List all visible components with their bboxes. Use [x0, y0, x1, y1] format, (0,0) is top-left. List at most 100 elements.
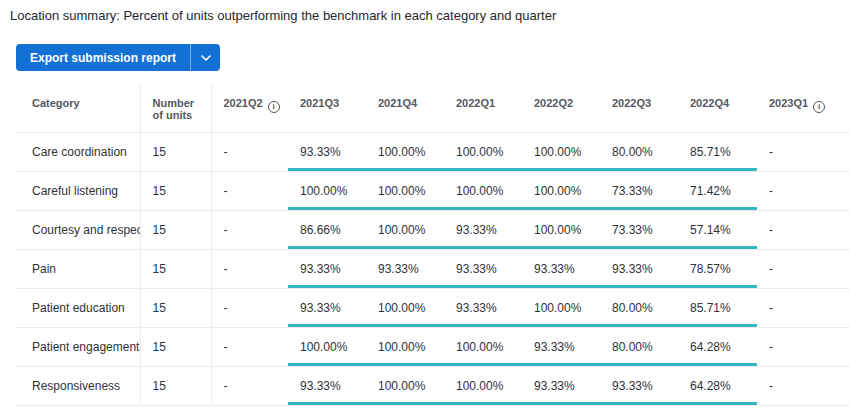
table-row: Patient engagement15-100.00%100.00%100.0…: [16, 327, 849, 366]
value-cell: 100.00%: [444, 132, 522, 171]
column-header-label: 2021Q3: [300, 97, 339, 109]
units-cell: 15: [140, 327, 211, 366]
column-header-2022q3: 2022Q3: [600, 85, 678, 132]
page-title: Location summary: Percent of units outpe…: [10, 8, 849, 23]
table-row: Pain15-93.33%93.33%93.33%93.33%93.33%78.…: [16, 249, 849, 288]
value-cell: 100.00%: [522, 171, 600, 210]
table-row: Courtesy and respect15-86.66%100.00%93.3…: [16, 210, 849, 249]
column-header-2021q3: 2021Q3: [288, 85, 366, 132]
value-cell: 57.14%: [678, 210, 757, 249]
table-header: Category Number of units 2021Q2 i 2021Q3 2021…: [16, 85, 849, 132]
value-cell: 73.33%: [600, 171, 678, 210]
column-header-label: 2022Q2: [534, 97, 573, 109]
category-cell: Care coordination: [16, 132, 140, 171]
value-cell: -: [757, 171, 849, 210]
column-header-label: Category: [32, 97, 80, 109]
value-cell: 80.00%: [600, 327, 678, 366]
value-cell: 80.00%: [600, 288, 678, 327]
column-header-label: Number of units: [153, 97, 195, 121]
value-cell: 93.33%: [366, 249, 444, 288]
export-split-button: Export submission report: [16, 44, 220, 71]
table-row: Care coordination15-93.33%100.00%100.00%…: [16, 132, 849, 171]
value-cell: 78.57%: [678, 249, 757, 288]
units-cell: 15: [140, 171, 211, 210]
category-cell: Careful listening: [16, 171, 140, 210]
export-submission-report-button[interactable]: Export submission report: [16, 44, 190, 71]
column-header-2023q1: 2023Q1 i: [757, 85, 849, 132]
value-cell: -: [211, 210, 288, 249]
value-cell: 93.33%: [444, 288, 522, 327]
value-cell: -: [757, 327, 849, 366]
value-cell: -: [757, 132, 849, 171]
column-header-label: 2022Q3: [612, 97, 651, 109]
value-cell: 85.71%: [678, 132, 757, 171]
units-cell: 15: [140, 288, 211, 327]
info-icon[interactable]: i: [813, 101, 825, 113]
value-cell: 100.00%: [366, 210, 444, 249]
value-cell: 85.71%: [678, 288, 757, 327]
value-cell: -: [211, 249, 288, 288]
value-cell: 93.33%: [288, 132, 366, 171]
category-cell: Patient engagement: [16, 327, 140, 366]
table-row: Patient education15-93.33%100.00%93.33%1…: [16, 288, 849, 327]
category-cell: Pain: [16, 249, 140, 288]
value-cell: 100.00%: [366, 288, 444, 327]
table-row: Responsiveness15-93.33%100.00%100.00%93.…: [16, 366, 849, 405]
units-cell: 15: [140, 132, 211, 171]
value-cell: 93.33%: [444, 249, 522, 288]
chevron-down-icon: [201, 55, 211, 61]
location-summary-page: Location summary: Percent of units outpe…: [0, 8, 849, 406]
column-header-2022q4: 2022Q4: [678, 85, 757, 132]
value-cell: 64.28%: [678, 327, 757, 366]
value-cell: -: [211, 327, 288, 366]
value-cell: 93.33%: [288, 366, 366, 405]
units-cell: 15: [140, 210, 211, 249]
value-cell: 100.00%: [366, 366, 444, 405]
column-header-number-of-units: Number of units: [140, 85, 211, 132]
value-cell: 80.00%: [600, 132, 678, 171]
category-cell: Patient education: [16, 288, 140, 327]
value-cell: 93.33%: [288, 249, 366, 288]
value-cell: 73.33%: [600, 210, 678, 249]
table-body: Care coordination15-93.33%100.00%100.00%…: [16, 132, 849, 405]
value-cell: -: [757, 210, 849, 249]
table-row: Careful listening15-100.00%100.00%100.00…: [16, 171, 849, 210]
value-cell: 86.66%: [288, 210, 366, 249]
value-cell: 100.00%: [522, 288, 600, 327]
value-cell: 100.00%: [288, 171, 366, 210]
units-cell: 15: [140, 249, 211, 288]
value-cell: -: [757, 249, 849, 288]
column-header-label: 2021Q2: [224, 97, 263, 109]
header-row: Category Number of units 2021Q2 i 2021Q3 2021…: [16, 85, 849, 132]
category-cell: Courtesy and respect: [16, 210, 140, 249]
value-cell: 93.33%: [522, 249, 600, 288]
value-cell: 100.00%: [366, 327, 444, 366]
units-cell: 15: [140, 366, 211, 405]
value-cell: 93.33%: [522, 327, 600, 366]
value-cell: 71.42%: [678, 171, 757, 210]
value-cell: 100.00%: [522, 132, 600, 171]
value-cell: -: [757, 288, 849, 327]
value-cell: 93.33%: [444, 210, 522, 249]
value-cell: 100.00%: [288, 327, 366, 366]
value-cell: 93.33%: [600, 249, 678, 288]
value-cell: 93.33%: [600, 366, 678, 405]
value-cell: 100.00%: [366, 132, 444, 171]
value-cell: 93.33%: [522, 366, 600, 405]
export-options-toggle[interactable]: [190, 44, 220, 71]
value-cell: -: [211, 288, 288, 327]
value-cell: 100.00%: [444, 171, 522, 210]
column-header-label: 2023Q1: [769, 97, 808, 109]
value-cell: -: [211, 366, 288, 405]
column-header-2021q4: 2021Q4: [366, 85, 444, 132]
value-cell: -: [211, 171, 288, 210]
value-cell: 100.00%: [444, 366, 522, 405]
category-cell: Responsiveness: [16, 366, 140, 405]
column-header-2021q2: 2021Q2 i: [211, 85, 288, 132]
column-header-2022q1: 2022Q1: [444, 85, 522, 132]
value-cell: 93.33%: [288, 288, 366, 327]
value-cell: 100.00%: [366, 171, 444, 210]
info-icon[interactable]: i: [268, 101, 280, 113]
column-header-label: 2022Q4: [690, 97, 729, 109]
column-header-category: Category: [16, 85, 140, 132]
